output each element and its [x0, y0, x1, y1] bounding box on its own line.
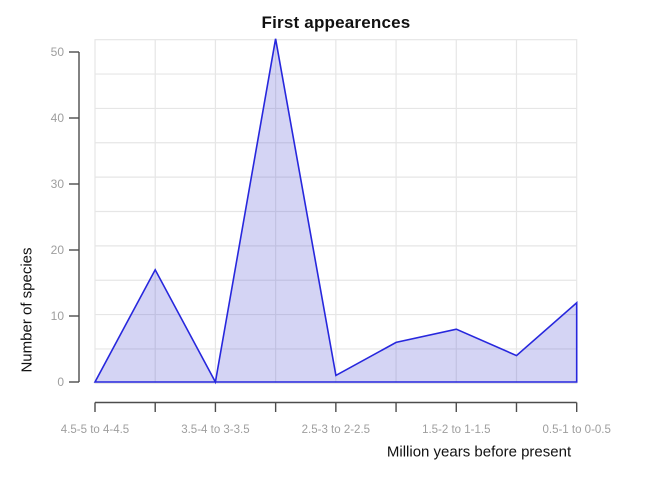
y-tick-label: 30	[51, 177, 65, 191]
x-tick-label: 2.5-3 to 2-2.5	[302, 424, 370, 436]
y-tick-label: 10	[51, 309, 65, 323]
x-axis: 4.5-5 to 4-4.5 3.5-4 to 3-3.5 2.5-3 to 2-2…	[61, 401, 611, 436]
y-axis-title: Number of species	[18, 247, 36, 373]
y-axis: 0 10 20 30 40 50	[51, 45, 80, 389]
area-series	[93, 38, 578, 385]
x-tick-label: 4.5-5 to 4-4.5	[61, 424, 129, 436]
x-axis-title: Million years before present	[386, 443, 572, 461]
x-tick-label: 0.5-1 to 0-0.5	[542, 424, 610, 436]
y-tick-label: 20	[51, 243, 65, 257]
gridlines	[95, 39, 577, 384]
y-tick-label: 0	[57, 375, 64, 389]
chart-title: First appearences	[261, 13, 411, 32]
y-tick-label: 40	[51, 111, 65, 125]
x-tick-label: 1.5-2 to 1-1.5	[422, 424, 490, 436]
y-tick-label: 50	[51, 45, 65, 59]
area-path	[93, 38, 578, 385]
x-tick-label: 3.5-4 to 3-3.5	[181, 424, 249, 436]
